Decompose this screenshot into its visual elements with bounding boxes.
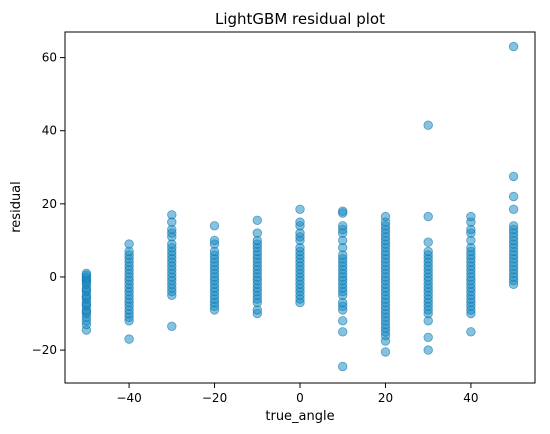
data-point bbox=[508, 171, 519, 182]
y-axis-ticks: −20 0 20 40 60 bbox=[32, 51, 65, 357]
data-point bbox=[338, 327, 348, 337]
data-point bbox=[423, 237, 433, 247]
data-point bbox=[508, 191, 519, 202]
y-tick-label: −20 bbox=[32, 343, 57, 357]
data-point bbox=[508, 221, 519, 231]
x-tick-label: 0 bbox=[296, 391, 304, 405]
x-tick-label: 40 bbox=[463, 391, 478, 405]
data-point bbox=[466, 211, 476, 222]
y-tick-label: 60 bbox=[42, 51, 57, 65]
data-point bbox=[295, 217, 305, 227]
data-point bbox=[338, 221, 348, 231]
y-tick-label: 40 bbox=[42, 124, 57, 138]
data-point bbox=[209, 235, 220, 246]
data-point bbox=[124, 334, 134, 344]
x-axis-ticks: −40 −20 0 20 40 bbox=[116, 383, 479, 405]
data-point bbox=[338, 206, 348, 216]
data-point bbox=[423, 332, 433, 343]
chart-title: LightGBM residual plot bbox=[215, 10, 385, 28]
data-point bbox=[508, 41, 519, 52]
x-axis-title: true_angle bbox=[265, 409, 334, 424]
data-point bbox=[338, 361, 348, 372]
data-point bbox=[295, 204, 305, 215]
data-point bbox=[380, 347, 391, 357]
data-point bbox=[124, 239, 134, 249]
data-point bbox=[167, 321, 177, 332]
data-point bbox=[423, 120, 433, 130]
data-point bbox=[338, 316, 348, 326]
data-point bbox=[167, 210, 177, 220]
y-tick-label: 20 bbox=[42, 197, 57, 211]
data-point bbox=[423, 211, 433, 222]
data-point bbox=[423, 246, 433, 257]
data-point bbox=[209, 221, 220, 231]
x-tick-label: −40 bbox=[116, 391, 141, 405]
points-layer bbox=[81, 41, 519, 372]
data-point bbox=[508, 204, 519, 215]
data-point bbox=[423, 345, 433, 355]
y-axis-title: residual bbox=[9, 181, 24, 233]
data-point bbox=[380, 211, 391, 222]
y-tick-label: 0 bbox=[49, 270, 57, 284]
x-tick-label: −20 bbox=[202, 391, 227, 405]
data-point bbox=[81, 268, 92, 279]
x-tick-label: 20 bbox=[378, 391, 393, 405]
data-point bbox=[252, 215, 262, 226]
data-point bbox=[466, 327, 476, 337]
data-point bbox=[252, 228, 262, 238]
